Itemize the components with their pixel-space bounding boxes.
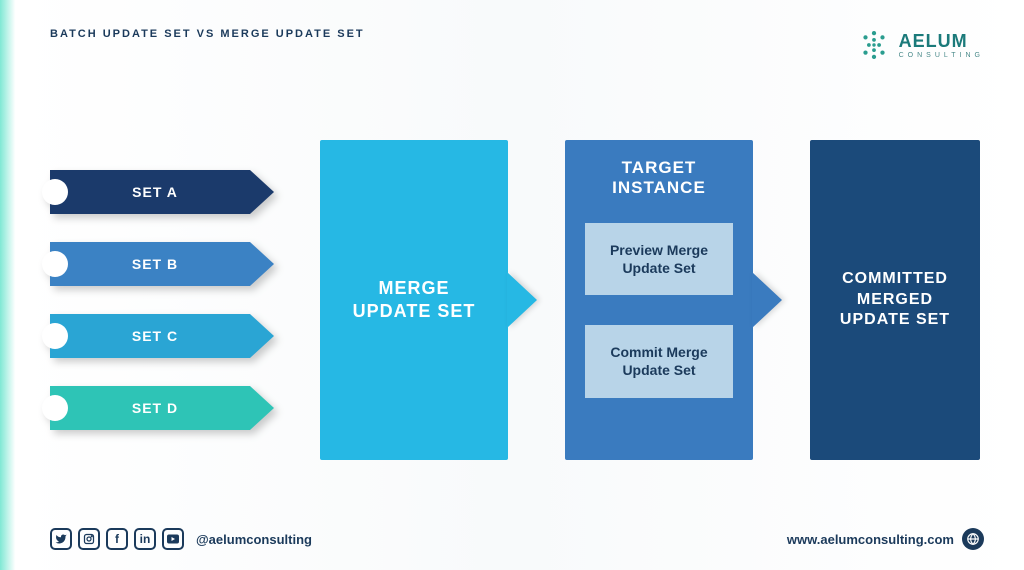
slide-root: BATCH UPDATE SET VS MERGE UPDATE SET AEL… [0,0,1024,570]
page-title: BATCH UPDATE SET VS MERGE UPDATE SET [50,28,365,40]
committed-label: COMMITTED MERGED UPDATE SET [840,269,950,331]
social-handle: @aelumconsulting [196,532,312,547]
linkedin-icon[interactable]: in [134,528,156,550]
social-links: f in @aelumconsulting [50,528,312,550]
input-sets-column: SET A SET B SET C SET D [50,170,280,430]
website-url: www.aelumconsulting.com [787,532,954,547]
youtube-icon[interactable] [162,528,184,550]
set-arrow-set-b: SET B [50,242,280,286]
set-bullet-icon [42,179,68,205]
twitter-icon[interactable] [50,528,72,550]
target-group: TARGET INSTANCE Preview Merge Update Set… [565,140,782,460]
set-label: SET A [50,184,250,200]
target-instance-box: TARGET INSTANCE Preview Merge Update Set… [565,140,753,460]
website-link[interactable]: www.aelumconsulting.com [787,528,984,550]
facebook-icon[interactable]: f [106,528,128,550]
set-bullet-icon [42,251,68,277]
header: BATCH UPDATE SET VS MERGE UPDATE SET AEL… [50,28,984,62]
globe-icon [962,528,984,550]
flow-diagram: SET A SET B SET C SET D MERGE UPDATE SET TA… [50,82,984,518]
brand-name: AELUM [899,32,984,50]
set-bullet-icon [42,395,68,421]
committed-box: COMMITTED MERGED UPDATE SET [810,140,980,460]
merge-label: MERGE UPDATE SET [353,277,476,324]
set-label: SET C [50,328,250,344]
committed-group: COMMITTED MERGED UPDATE SET [810,140,980,460]
arrow-target-to-committed [752,272,782,328]
brand-text: AELUM CONSULTING [899,32,984,59]
set-arrow-set-c: SET C [50,314,280,358]
hex-icon [857,28,891,62]
set-label: SET B [50,256,250,272]
commit-merge-step: Commit Merge Update Set [585,325,733,397]
set-bullet-icon [42,323,68,349]
footer: f in @aelumconsulting www.aelumconsultin… [50,518,984,550]
brand-logo: AELUM CONSULTING [857,28,984,62]
target-title: TARGET INSTANCE [612,158,706,199]
merge-update-set-box: MERGE UPDATE SET [320,140,508,460]
set-arrow-set-a: SET A [50,170,280,214]
preview-merge-step: Preview Merge Update Set [585,223,733,295]
set-arrow-set-d: SET D [50,386,280,430]
brand-sub: CONSULTING [899,52,984,59]
instagram-icon[interactable] [78,528,100,550]
arrow-merge-to-target [507,272,537,328]
set-label: SET D [50,400,250,416]
